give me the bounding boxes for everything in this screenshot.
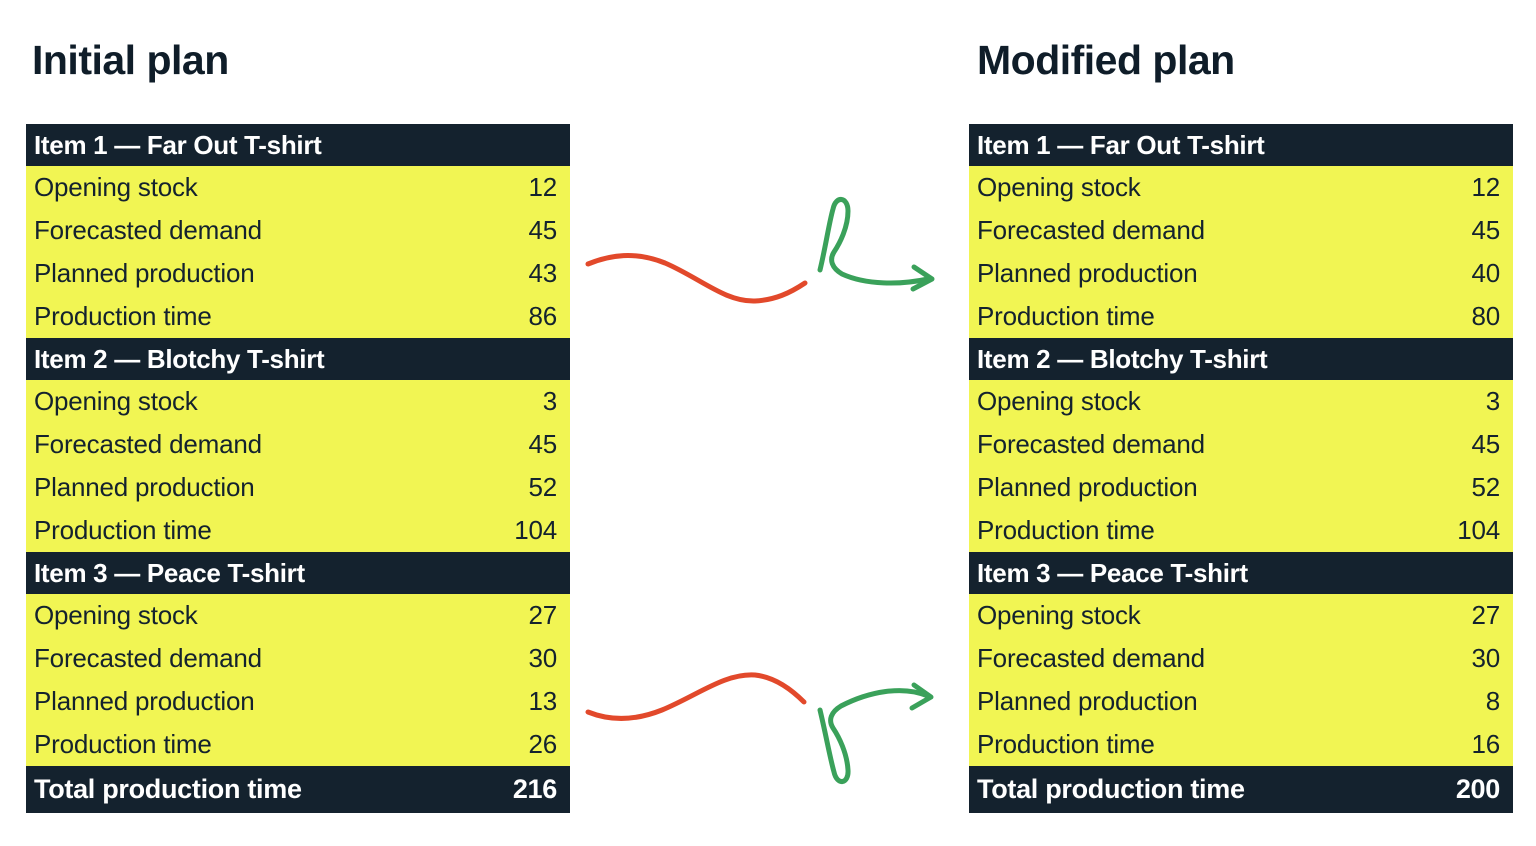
table-row-opening-stock: Opening stock 27: [26, 594, 570, 637]
initial-plan-title: Initial plan: [32, 37, 229, 83]
row-value: 30: [528, 643, 557, 673]
row-value: 52: [1471, 472, 1500, 502]
table-row-forecasted-demand: Forecasted demand 30: [969, 637, 1513, 680]
row-label: Planned production: [977, 472, 1198, 502]
row-label: Opening stock: [977, 600, 1141, 630]
row-label: Opening stock: [34, 600, 198, 630]
modified-plan-title: Modified plan: [977, 37, 1235, 83]
row-value: 80: [1471, 301, 1500, 331]
row-label: Planned production: [34, 472, 255, 502]
row-value: 27: [528, 600, 557, 630]
row-label: Forecasted demand: [977, 215, 1205, 245]
total-production-time-row: Total production time 200: [969, 766, 1513, 813]
table-row-opening-stock: Opening stock 3: [969, 380, 1513, 423]
row-label: Opening stock: [34, 172, 198, 202]
section-header-item3: Item 3 — Peace T-shirt: [26, 552, 570, 594]
row-value: 86: [528, 301, 557, 331]
row-value: 45: [1471, 215, 1500, 245]
table-row-forecasted-demand: Forecasted demand 45: [969, 423, 1513, 466]
table-row-production-time: Production time 80: [969, 295, 1513, 338]
row-label: Forecasted demand: [34, 429, 262, 459]
table-row-planned-production: Planned production 13: [26, 680, 570, 723]
table-row-planned-production: Planned production 52: [26, 466, 570, 509]
table-row-opening-stock: Opening stock 12: [969, 166, 1513, 209]
bottom-change-annotation: [585, 672, 934, 784]
table-row-production-time: Production time 104: [26, 509, 570, 552]
row-label: Forecasted demand: [34, 643, 262, 673]
row-label: Forecasted demand: [977, 429, 1205, 459]
row-label: Forecasted demand: [977, 643, 1205, 673]
row-value: 26: [528, 729, 557, 759]
green-arrowhead-icon: [909, 682, 934, 711]
table-row-production-time: Production time 104: [969, 509, 1513, 552]
row-label: Opening stock: [34, 386, 198, 416]
table-row-forecasted-demand: Forecasted demand 45: [26, 423, 570, 466]
row-value: 104: [1457, 515, 1500, 545]
row-value: 45: [528, 429, 557, 459]
total-value: 200: [1455, 774, 1500, 804]
table-row-forecasted-demand: Forecasted demand 45: [969, 209, 1513, 252]
green-loop-arrow-icon: [817, 688, 931, 784]
row-value: 104: [514, 515, 557, 545]
table-row-planned-production: Planned production 43: [26, 252, 570, 295]
row-label: Planned production: [34, 258, 255, 288]
green-loop-arrow-icon: [817, 197, 931, 286]
initial-plan-table: Item 1 — Far Out T-shirt Opening stock 1…: [26, 124, 570, 813]
row-label: Production time: [977, 515, 1155, 545]
red-squiggle-icon: [585, 253, 808, 304]
row-value: 45: [1471, 429, 1500, 459]
section-header-item2: Item 2 — Blotchy T-shirt: [26, 338, 570, 380]
total-label: Total production time: [34, 774, 302, 804]
row-label: Production time: [34, 729, 212, 759]
row-value: 27: [1471, 600, 1500, 630]
red-squiggle-icon: [585, 672, 807, 721]
row-value: 52: [528, 472, 557, 502]
section-header-item1: Item 1 — Far Out T-shirt: [26, 124, 570, 166]
row-label: Opening stock: [977, 386, 1141, 416]
table-row-planned-production: Planned production 52: [969, 466, 1513, 509]
row-value: 40: [1471, 258, 1500, 288]
table-row-opening-stock: Opening stock 3: [26, 380, 570, 423]
total-label: Total production time: [977, 774, 1245, 804]
table-row-production-time: Production time 86: [26, 295, 570, 338]
green-arrowhead-icon: [910, 264, 935, 292]
section-header-item3: Item 3 — Peace T-shirt: [969, 552, 1513, 594]
row-label: Planned production: [977, 686, 1198, 716]
row-label: Production time: [977, 729, 1155, 759]
table-row-forecasted-demand: Forecasted demand 30: [26, 637, 570, 680]
table-row-opening-stock: Opening stock 12: [26, 166, 570, 209]
row-value: 8: [1485, 686, 1500, 716]
row-label: Production time: [34, 301, 212, 331]
row-label: Planned production: [34, 686, 255, 716]
row-value: 45: [528, 215, 557, 245]
row-value: 3: [542, 386, 557, 416]
table-row-opening-stock: Opening stock 27: [969, 594, 1513, 637]
row-label: Production time: [977, 301, 1155, 331]
table-row-planned-production: Planned production 40: [969, 252, 1513, 295]
row-value: 3: [1485, 386, 1500, 416]
row-value: 12: [528, 172, 557, 202]
total-value: 216: [512, 774, 557, 804]
row-value: 30: [1471, 643, 1500, 673]
table-row-production-time: Production time 16: [969, 723, 1513, 766]
total-production-time-row: Total production time 216: [26, 766, 570, 813]
row-label: Production time: [34, 515, 212, 545]
row-label: Planned production: [977, 258, 1198, 288]
row-label: Forecasted demand: [34, 215, 262, 245]
row-value: 12: [1471, 172, 1500, 202]
table-row-forecasted-demand: Forecasted demand 45: [26, 209, 570, 252]
row-label: Opening stock: [977, 172, 1141, 202]
section-header-item1: Item 1 — Far Out T-shirt: [969, 124, 1513, 166]
row-value: 13: [528, 686, 557, 716]
row-value: 16: [1471, 729, 1500, 759]
section-header-item2: Item 2 — Blotchy T-shirt: [969, 338, 1513, 380]
modified-plan-table: Item 1 — Far Out T-shirt Opening stock 1…: [969, 124, 1513, 813]
row-value: 43: [528, 258, 557, 288]
table-row-production-time: Production time 26: [26, 723, 570, 766]
top-change-annotation: [585, 197, 935, 304]
table-row-planned-production: Planned production 8: [969, 680, 1513, 723]
